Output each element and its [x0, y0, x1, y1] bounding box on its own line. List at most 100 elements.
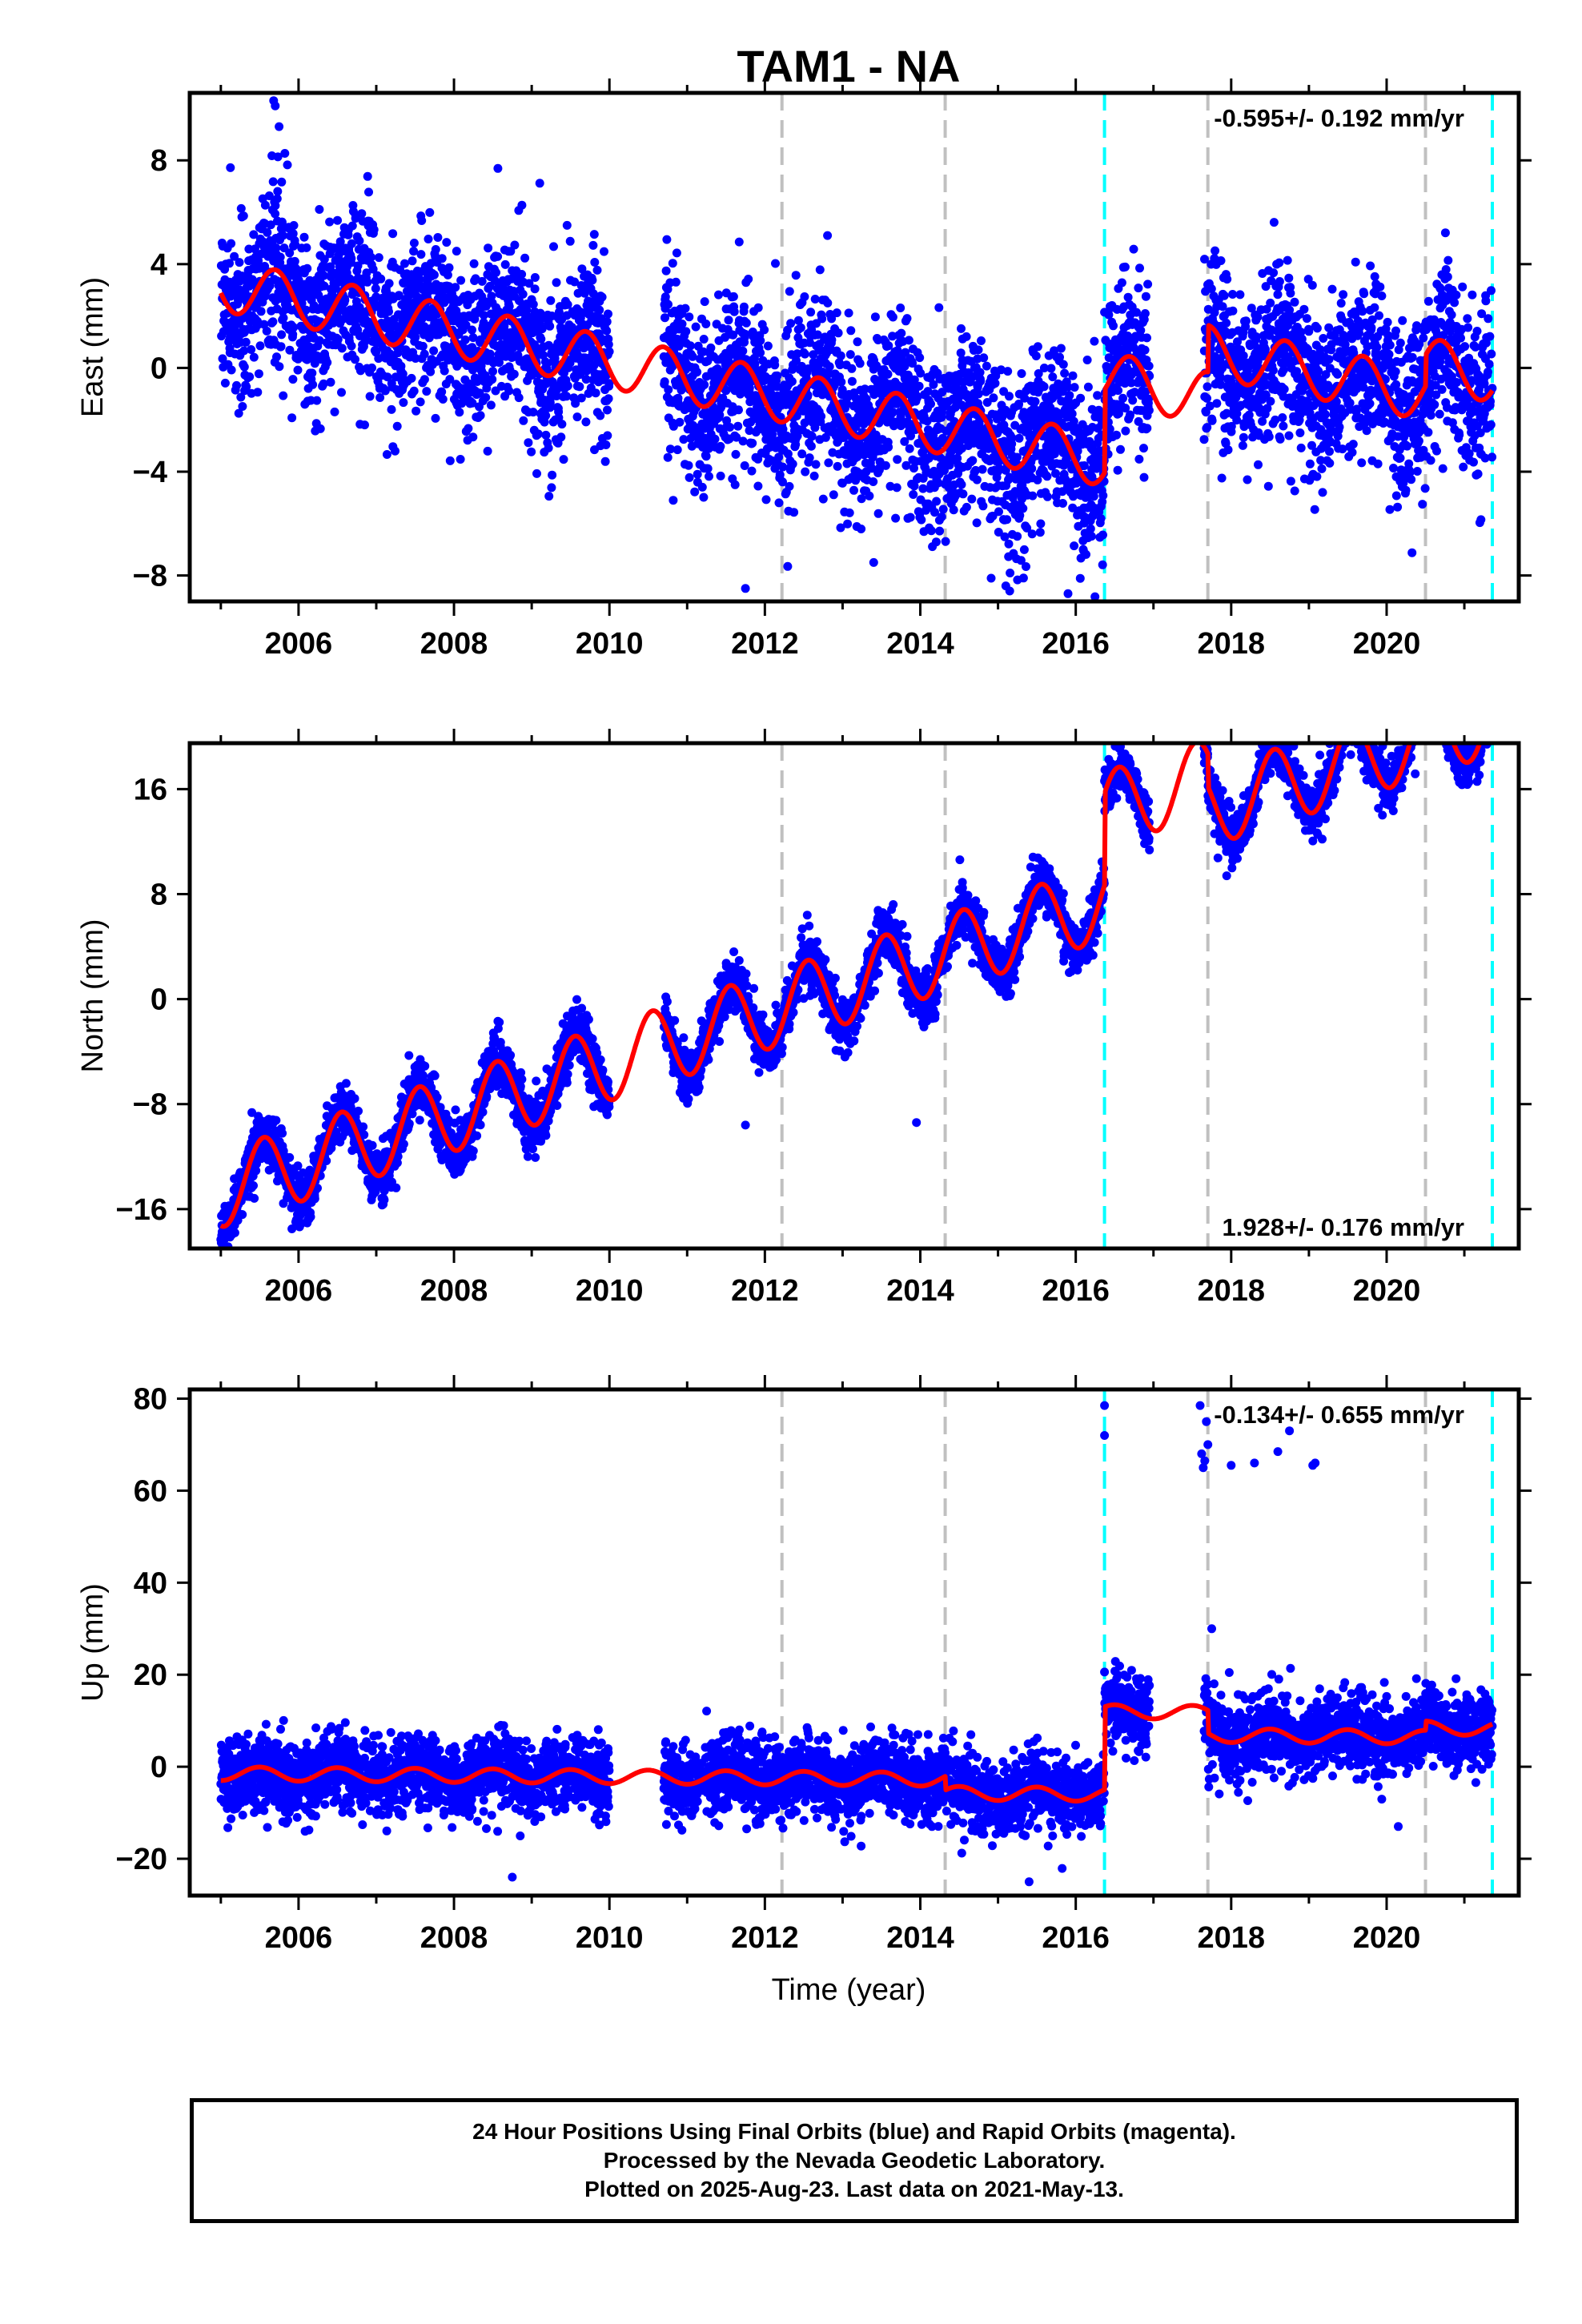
- data-point: [271, 201, 280, 211]
- data-point: [671, 277, 681, 287]
- data-point: [853, 337, 862, 347]
- data-point: [1134, 454, 1144, 464]
- data-point: [539, 351, 548, 360]
- data-point: [1443, 272, 1452, 282]
- data-point: [741, 318, 751, 328]
- data-point: [1139, 444, 1148, 453]
- data-point: [241, 337, 251, 347]
- data-point: [1207, 416, 1217, 425]
- panels-group: 2006 2008 2010 2012 2014 2016 2018 2020−8−4048E…: [76, 78, 1532, 1955]
- data-point: [471, 274, 480, 283]
- data-point: [393, 348, 403, 358]
- data-point: [699, 493, 709, 502]
- data-point: [1121, 426, 1130, 436]
- data-point: [756, 348, 765, 357]
- data-point: [1443, 255, 1453, 265]
- data-point: [400, 259, 409, 268]
- data-point: [1333, 369, 1343, 379]
- data-point: [527, 447, 536, 456]
- data-point: [1336, 299, 1346, 308]
- data-point: [604, 309, 612, 319]
- data-point: [829, 490, 838, 500]
- data-point: [806, 441, 816, 451]
- data-point: [546, 296, 556, 305]
- data-point: [909, 490, 918, 499]
- data-point: [902, 314, 912, 324]
- data-point: [672, 248, 681, 258]
- data-point: [897, 328, 906, 338]
- data-point: [845, 350, 855, 360]
- data-point: [325, 217, 335, 227]
- data-point: [291, 240, 300, 249]
- data-point: [870, 312, 880, 322]
- data-point: [544, 443, 553, 452]
- data-point: [783, 561, 793, 571]
- data-point: [730, 480, 740, 489]
- data-point: [275, 252, 285, 262]
- data-point: [492, 267, 500, 277]
- data-point: [602, 326, 612, 336]
- data-point: [455, 408, 464, 417]
- data-point: [575, 382, 584, 392]
- data-point: [230, 251, 239, 261]
- data-point: [387, 404, 396, 414]
- data-point: [1367, 323, 1376, 332]
- data-point: [1141, 292, 1150, 301]
- data-point: [785, 287, 794, 296]
- data-point: [800, 292, 809, 301]
- data-point: [271, 243, 281, 253]
- data-point: [756, 336, 765, 345]
- data-point: [340, 296, 350, 305]
- data-point: [399, 398, 408, 408]
- data-point: [220, 378, 230, 388]
- data-point: [364, 187, 373, 197]
- data-point: [1430, 400, 1439, 409]
- data-point: [1401, 485, 1411, 495]
- data-point: [603, 405, 612, 415]
- data-point: [464, 424, 473, 433]
- data-point: [968, 456, 978, 465]
- data-point: [333, 215, 342, 225]
- data-point: [416, 397, 425, 407]
- data-point: [518, 289, 528, 299]
- data-point: [1296, 443, 1306, 452]
- data-point: [869, 477, 878, 486]
- data-point: [433, 233, 443, 242]
- data-point: [978, 501, 988, 511]
- data-point: [517, 270, 527, 279]
- data-point: [1027, 529, 1037, 539]
- data-point: [524, 279, 534, 288]
- data-point: [255, 341, 265, 351]
- data-point: [486, 400, 496, 410]
- data-point: [1030, 396, 1040, 406]
- data-point: [1275, 258, 1284, 267]
- data-point: [347, 221, 357, 231]
- data-point: [1228, 306, 1238, 316]
- data-point: [1017, 369, 1026, 378]
- data-point: [273, 152, 283, 162]
- data-point: [1212, 399, 1222, 408]
- data-point: [383, 372, 392, 382]
- data-point: [1407, 475, 1416, 485]
- data-point: [384, 307, 393, 316]
- data-point: [714, 290, 723, 300]
- data-point: [374, 253, 383, 263]
- data-point: [1432, 446, 1441, 456]
- data-point: [365, 392, 375, 401]
- data-point: [1243, 475, 1252, 485]
- data-point: [268, 177, 278, 187]
- data-point: [1086, 532, 1096, 541]
- data-point: [285, 248, 295, 258]
- data-point: [1391, 367, 1400, 376]
- data-point: [796, 323, 805, 332]
- data-point: [444, 263, 454, 272]
- data-point: [563, 381, 572, 391]
- data-point: [368, 264, 378, 274]
- data-point: [843, 519, 853, 529]
- data-point: [227, 365, 236, 375]
- data-point: [351, 355, 359, 364]
- data-point: [1358, 307, 1367, 316]
- data-point: [1266, 298, 1275, 308]
- data-point: [1082, 549, 1090, 559]
- data-point: [1126, 410, 1134, 420]
